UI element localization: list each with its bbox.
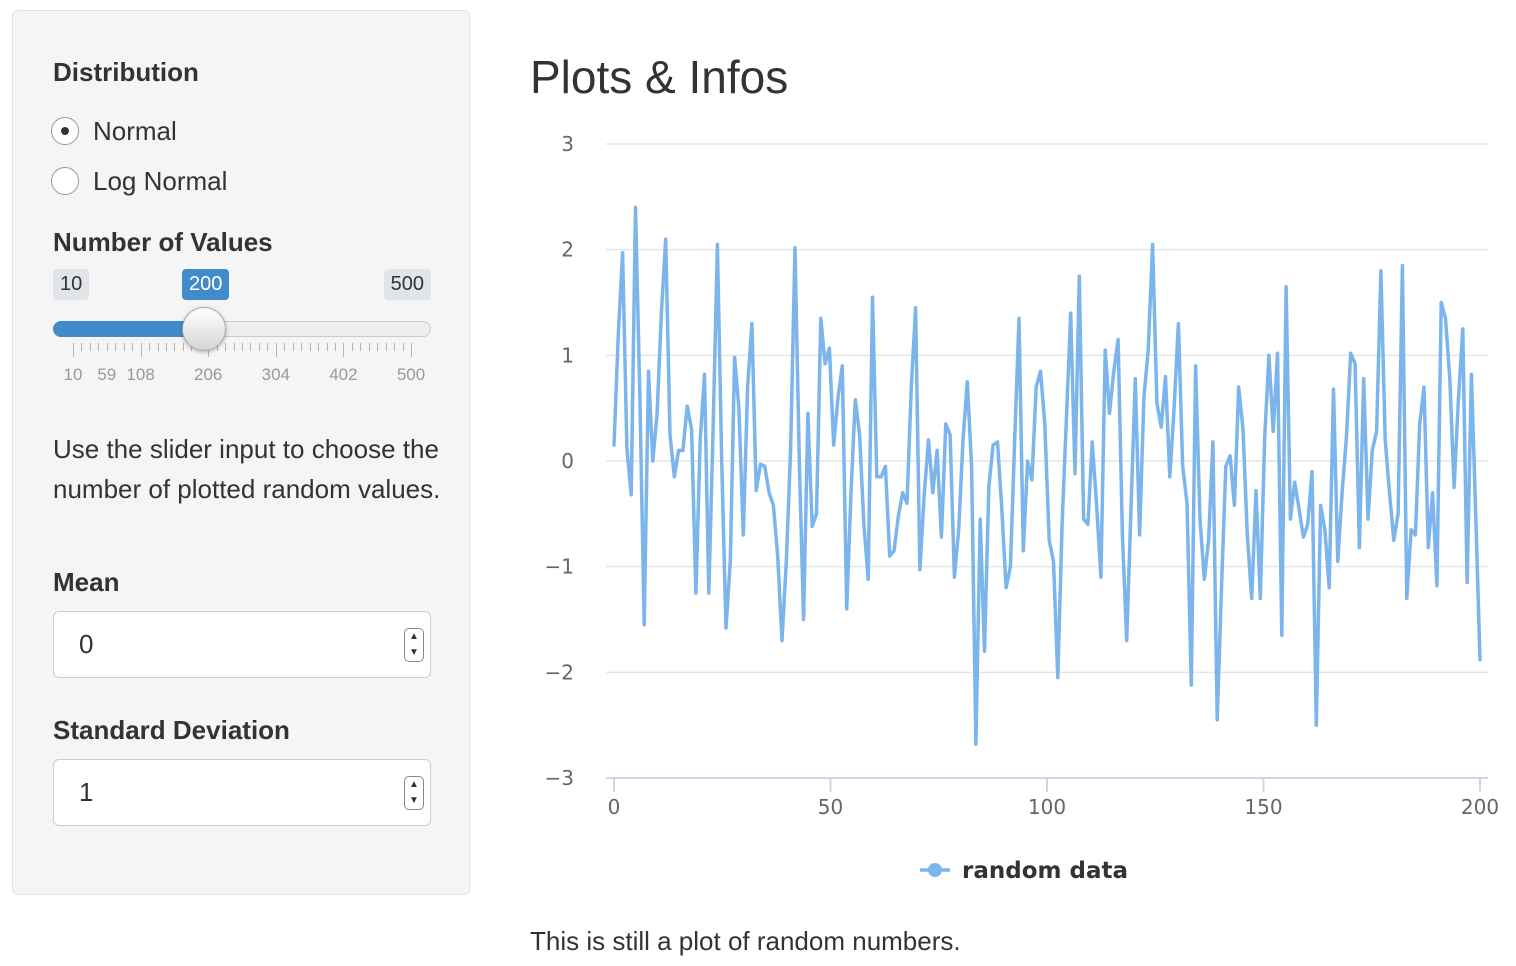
slider-tick bbox=[225, 343, 227, 351]
x-tick-label: 0 bbox=[608, 795, 621, 819]
slider-tick bbox=[334, 343, 336, 351]
page-title: Plots & Infos bbox=[530, 51, 789, 103]
slider-max-badge: 500 bbox=[383, 269, 431, 300]
slider-handle[interactable] bbox=[182, 307, 227, 351]
y-tick-label: −2 bbox=[545, 660, 574, 684]
slider-min-badge: 10 bbox=[53, 269, 90, 300]
slider-tick bbox=[216, 343, 218, 351]
mean-label: Mean bbox=[53, 567, 120, 597]
sd-input[interactable]: 1 ▲ ▼ bbox=[53, 759, 431, 826]
slider-tick bbox=[411, 343, 412, 357]
number-of-values-label: Number of Values bbox=[53, 227, 273, 257]
x-tick-label: 50 bbox=[818, 795, 843, 819]
slider-tick-label: 59 bbox=[97, 365, 117, 384]
slider-tick bbox=[115, 343, 117, 351]
slider-tick-label: 304 bbox=[261, 365, 290, 384]
slider-tick bbox=[368, 343, 370, 351]
slider-tick bbox=[360, 343, 362, 351]
radio-log-normal[interactable]: Log Normal bbox=[51, 165, 227, 197]
sidebar-panel: Distribution Normal Log Normal Number of… bbox=[12, 10, 470, 895]
slider-tick bbox=[233, 343, 235, 351]
slider-tick bbox=[165, 343, 167, 351]
slider-tick-label: 206 bbox=[194, 365, 223, 384]
slider-tick bbox=[284, 343, 286, 351]
slider-tick bbox=[326, 343, 328, 351]
x-tick-label: 150 bbox=[1244, 795, 1282, 819]
slider-tick bbox=[267, 343, 269, 351]
distribution-label: Distribution bbox=[53, 57, 199, 87]
slider-tick bbox=[73, 343, 74, 357]
help-text: Use the slider input to choose the numbe… bbox=[53, 434, 441, 504]
slider-tick bbox=[98, 343, 100, 351]
number-of-values-slider[interactable]: 10 500 200 10 59 108 206 304 402 500 bbox=[53, 269, 431, 399]
slider-tick bbox=[275, 343, 277, 357]
slider-tick bbox=[174, 343, 176, 351]
slider-tick bbox=[140, 343, 142, 357]
slider-tick bbox=[258, 343, 260, 351]
slider-tick bbox=[149, 343, 151, 351]
slider-tick bbox=[394, 343, 396, 351]
random-data-chart: 3 2 1 0 −1 −2 −3 0 50 100 150 200 random data bbox=[545, 132, 1500, 884]
slider-tick bbox=[242, 343, 243, 351]
mean-input-value[interactable]: 0 bbox=[79, 629, 94, 659]
radio-button-normal[interactable] bbox=[51, 117, 79, 145]
sd-label: Standard Deviation bbox=[53, 715, 290, 745]
radio-label-log-normal[interactable]: Log Normal bbox=[93, 165, 228, 196]
slider-tick bbox=[106, 343, 108, 351]
slider-tick bbox=[343, 343, 345, 357]
slider-tick-label: 108 bbox=[126, 365, 155, 384]
slider-tick bbox=[318, 343, 320, 351]
slider-value-badge: 200 bbox=[182, 269, 230, 300]
slider-tick-label: 402 bbox=[329, 365, 358, 384]
slider-tick bbox=[89, 343, 91, 351]
slider-tick bbox=[292, 343, 294, 351]
slider-tick bbox=[81, 343, 83, 351]
radio-button-log-normal[interactable] bbox=[51, 167, 79, 195]
slider-tick bbox=[351, 343, 353, 351]
legend-label: random data bbox=[962, 858, 1128, 884]
slider-tick bbox=[157, 343, 159, 351]
x-tick-label: 100 bbox=[1028, 795, 1066, 819]
slider-tick bbox=[402, 343, 404, 351]
x-tick-label: 200 bbox=[1461, 795, 1499, 819]
mean-spinner-icon[interactable]: ▲ ▼ bbox=[404, 628, 424, 662]
slider-tick-label: 500 bbox=[396, 365, 426, 384]
slider-tick bbox=[385, 343, 387, 351]
mean-input[interactable]: 0 ▲ ▼ bbox=[53, 611, 431, 678]
y-tick-label: −1 bbox=[545, 555, 574, 579]
footer-text: This is still a plot of random numbers. bbox=[530, 926, 961, 956]
radio-normal[interactable]: Normal bbox=[51, 115, 177, 147]
series-line-random-data bbox=[612, 205, 1482, 746]
slider-tick bbox=[377, 343, 379, 351]
y-tick-label: 1 bbox=[561, 343, 574, 367]
slider-fill bbox=[53, 321, 205, 337]
slider-ticks bbox=[53, 343, 431, 363]
legend-marker-icon bbox=[928, 863, 942, 877]
sd-input-value[interactable]: 1 bbox=[79, 777, 94, 807]
slider-tick bbox=[182, 343, 184, 351]
slider-tick bbox=[123, 343, 125, 351]
y-tick-label: 2 bbox=[561, 238, 574, 262]
slider-tick bbox=[132, 343, 134, 351]
slider-tick bbox=[250, 343, 252, 351]
slider-tick bbox=[301, 343, 303, 351]
sd-spinner-icon[interactable]: ▲ ▼ bbox=[404, 776, 424, 810]
slider-tick bbox=[309, 343, 311, 351]
y-tick-label: −3 bbox=[545, 766, 574, 790]
radio-label-normal[interactable]: Normal bbox=[93, 115, 177, 146]
y-tick-label: 0 bbox=[561, 449, 574, 473]
slider-tick-label: 10 bbox=[63, 365, 83, 384]
y-tick-label: 3 bbox=[561, 132, 574, 156]
